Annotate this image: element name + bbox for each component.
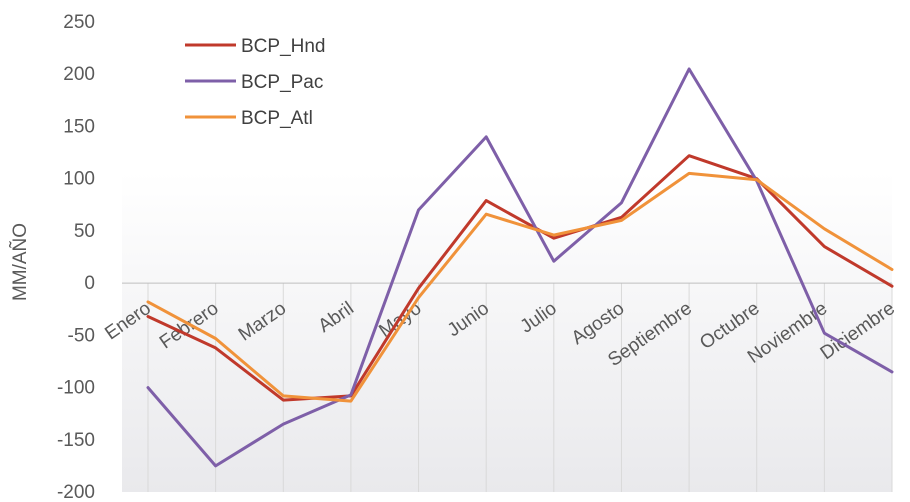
legend-label: BCP_Hnd xyxy=(241,36,326,57)
series-line-bcp-atl xyxy=(146,171,894,403)
y-tick-label: 50 xyxy=(74,221,95,242)
y-tick-label: -150 xyxy=(57,430,95,451)
legend-label: BCP_Pac xyxy=(241,72,323,93)
legend: BCP_Hnd BCP_Pac BCP_Atl xyxy=(185,36,326,129)
plot-background xyxy=(122,172,892,492)
y-tick-label: 200 xyxy=(63,64,95,85)
grid-lines xyxy=(147,283,893,492)
series-line-bcp-pac xyxy=(146,67,894,468)
y-axis-ticks: 250 200 150 100 50 0 -50 -100 -150 -200 xyxy=(57,12,95,502)
y-tick-label: 250 xyxy=(63,12,95,33)
series-line-bcp-hnd xyxy=(146,154,894,402)
series-lines xyxy=(146,67,894,468)
y-tick-label: 0 xyxy=(84,273,95,294)
y-tick-label: 150 xyxy=(63,116,95,137)
y-tick-label: -200 xyxy=(57,482,95,502)
y-tick-label: 100 xyxy=(63,169,95,190)
y-tick-label: -50 xyxy=(68,325,95,346)
y-tick-label: -100 xyxy=(57,378,95,399)
y-axis-title: MM/AÑO xyxy=(9,223,31,301)
legend-label: BCP_Atl xyxy=(241,108,313,129)
